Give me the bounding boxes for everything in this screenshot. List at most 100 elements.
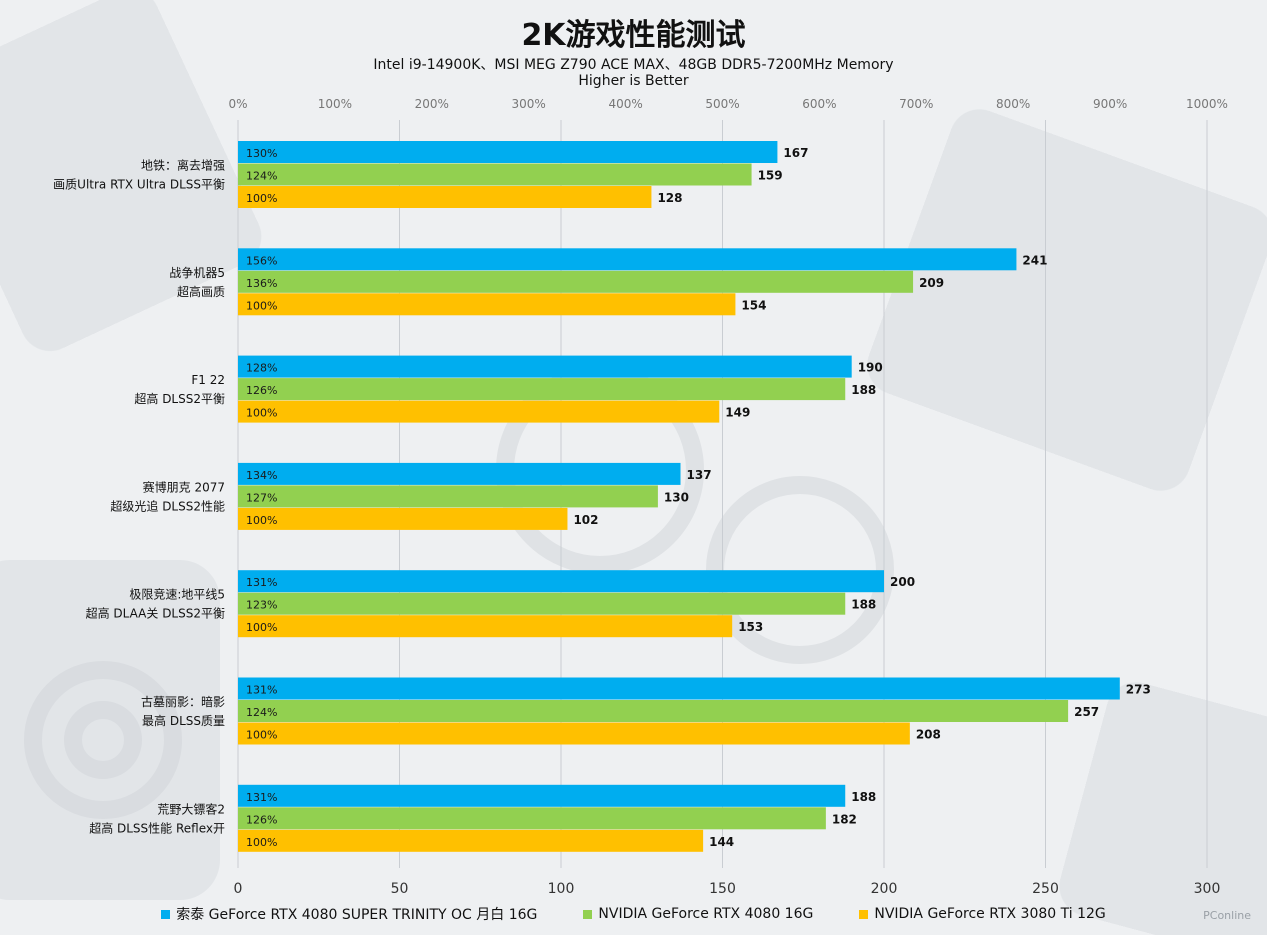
bar-value-label: 241 [1022, 253, 1047, 267]
bar [238, 677, 1120, 700]
legend-swatch-series-1 [161, 909, 171, 919]
top-axis-tick-label: 500% [705, 97, 739, 111]
bar-percent-label: 100% [246, 299, 277, 312]
bar [238, 462, 681, 485]
top-axis-tick-label: 600% [802, 97, 836, 111]
bar-percent-label: 100% [246, 621, 277, 634]
chart-subtitle-system: Intel i9-14900K、MSI MEG Z790 ACE MAX、48G… [373, 57, 894, 73]
x-axis-tick-label: 0 [234, 881, 243, 897]
bar-value-label: 200 [890, 575, 915, 589]
category-label-setting: 画质Ultra RTX Ultra DLSS平衡 [53, 178, 225, 192]
bar-value-label: 188 [851, 598, 876, 612]
category-label-name: 地铁：离去增强 [141, 158, 225, 173]
top-axis-tick-label: 900% [1093, 97, 1127, 111]
bar [238, 507, 568, 530]
bar-value-label: 273 [1126, 683, 1151, 697]
top-axis-tick-label: 300% [512, 97, 546, 111]
legend-item-series-1: 索泰 GeForce RTX 4080 SUPER TRINITY OC 月白 … [161, 904, 537, 924]
legend-label-series-2: NVIDIA GeForce RTX 4080 16G [598, 906, 814, 922]
top-axis-tick-label: 700% [899, 97, 933, 111]
category-label-setting: 超高 DLSS性能 Reflex开 [89, 820, 225, 835]
legend: 索泰 GeForce RTX 4080 SUPER TRINITY OC 月白 … [0, 904, 1267, 924]
legend-swatch-series-3 [859, 909, 869, 919]
bar-value-label: 102 [573, 513, 598, 527]
x-axis-tick-label: 250 [1032, 881, 1059, 897]
top-axis-tick-label: 1000% [1186, 97, 1228, 111]
bar-value-label: 137 [687, 468, 712, 482]
bar-percent-label: 131% [246, 791, 277, 804]
bar-percent-label: 126% [246, 384, 277, 397]
bar-value-label: 149 [725, 406, 750, 420]
x-axis-tick-label: 200 [871, 881, 898, 897]
bar-value-label: 153 [738, 620, 763, 634]
x-axis-tick-label: 150 [709, 881, 736, 897]
top-axis-tick-label: 0% [228, 97, 247, 111]
chart-title: 2K游戏性能测试 [521, 18, 746, 53]
bar-value-label: 208 [916, 728, 941, 742]
bar [238, 270, 914, 293]
category-label-setting: 超高 DLSS2平衡 [134, 391, 225, 406]
top-axis-tick-label: 100% [318, 97, 352, 111]
bar [238, 592, 846, 615]
bar-value-label: 209 [919, 276, 944, 290]
bar [238, 400, 720, 423]
bar [238, 293, 736, 316]
bar-percent-label: 100% [246, 407, 277, 420]
bar-percent-label: 124% [246, 170, 277, 183]
bar [238, 186, 652, 208]
category-label-setting: 超级光追 DLSS2性能 [110, 498, 225, 513]
category-label-name: 赛博朋克 2077 [143, 479, 225, 494]
bar-percent-label: 127% [246, 491, 277, 504]
category-label-setting: 最高 DLSS质量 [142, 713, 225, 728]
bar [238, 570, 884, 593]
bar [238, 485, 658, 508]
bar-percent-label: 131% [246, 576, 277, 589]
bar [238, 722, 910, 745]
legend-label-series-3: NVIDIA GeForce RTX 3080 Ti 12G [874, 906, 1106, 922]
chart-subtitle-note: Higher is Better [578, 73, 689, 89]
legend-swatch-series-2 [583, 909, 593, 919]
bar-percent-label: 124% [246, 706, 277, 719]
bar-percent-label: 134% [246, 469, 277, 482]
legend-item-series-2: NVIDIA GeForce RTX 4080 16G [583, 904, 813, 924]
bar-value-label: 188 [851, 790, 876, 804]
bar-value-label: 159 [758, 169, 783, 183]
watermark: PConline [1203, 909, 1251, 922]
bar-percent-label: 131% [246, 684, 277, 697]
bar-value-label: 188 [851, 383, 876, 397]
x-axis-tick-label: 50 [391, 881, 409, 897]
category-label-setting: 超高 DLAA关 DLSS2平衡 [86, 606, 225, 621]
category-label-name: 战争机器5 [169, 266, 225, 280]
bar-percent-label: 100% [246, 729, 277, 742]
bar-percent-label: 136% [246, 277, 277, 290]
bar-value-label: 257 [1074, 705, 1099, 719]
bar-percent-label: 100% [246, 836, 277, 849]
bar-percent-label: 126% [246, 813, 277, 826]
bar-percent-label: 156% [246, 254, 277, 267]
bar-value-label: 154 [741, 298, 766, 312]
bar [238, 615, 733, 638]
category-label-name: 极限竞速:地平线5 [129, 588, 225, 602]
bar-percent-label: 130% [246, 147, 277, 160]
bar-value-label: 182 [832, 812, 857, 826]
bar-percent-label: 123% [246, 599, 277, 612]
category-label-setting: 超高画质 [177, 284, 225, 299]
category-label-name: 荒野大镖客2 [157, 801, 225, 816]
bar-value-label: 144 [709, 835, 734, 849]
bar-value-label: 128 [657, 191, 682, 205]
top-axis-tick-label: 400% [608, 97, 642, 111]
x-axis-tick-label: 300 [1194, 881, 1221, 897]
bar-chart: 0 50 100 150 200 250 300 0% 100% 200% 300% 400% 500%… [53, 97, 1228, 897]
category-label-name: F1 22 [191, 373, 225, 387]
top-axis-tick-label: 800% [996, 97, 1030, 111]
bar-value-label: 167 [783, 146, 808, 160]
legend-label-series-1: 索泰 GeForce RTX 4080 SUPER TRINITY OC 月白 … [176, 907, 538, 923]
bar [238, 355, 852, 378]
bar [238, 807, 826, 830]
legend-item-series-3: NVIDIA GeForce RTX 3080 Ti 12G [859, 904, 1106, 924]
bar [238, 829, 704, 852]
bar-value-label: 130 [664, 490, 689, 504]
bar [238, 784, 846, 807]
bar [238, 141, 778, 163]
